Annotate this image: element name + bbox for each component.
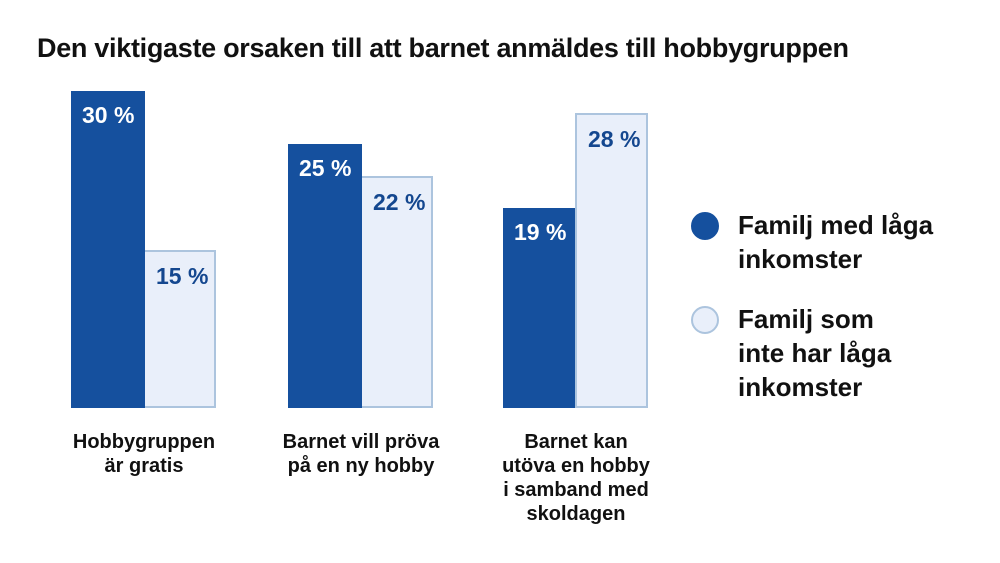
legend-circle-icon bbox=[691, 212, 719, 240]
bar-value-label: 22 % bbox=[373, 189, 426, 215]
legend-item-1: Familj med låga inkomster bbox=[691, 208, 933, 276]
bar-series1-group1: 30 % bbox=[71, 91, 145, 408]
legend-circle-icon bbox=[691, 306, 719, 334]
category-label-group2: Barnet vill pröva på en ny hobby bbox=[282, 431, 440, 477]
bar-series2-group1: 15 % bbox=[143, 250, 216, 408]
bar-value-label: 15 % bbox=[156, 263, 209, 289]
category-label-group1: Hobbygruppen är gratis bbox=[72, 431, 216, 477]
bar-value-label: 19 % bbox=[514, 219, 567, 245]
legend: Familj med låga inkomster Familj som inte… bbox=[691, 208, 933, 404]
legend-label: Familj som inte har låga inkomster bbox=[738, 304, 892, 402]
bar-series2-group2: 22 % bbox=[360, 176, 433, 408]
bar-value-label: 30 % bbox=[82, 102, 135, 128]
bar-value-label: 25 % bbox=[299, 155, 352, 181]
legend-item-2: Familj som inte har låga inkomster bbox=[691, 302, 933, 404]
chart-title: Den viktigaste orsaken till att barnet a… bbox=[37, 33, 849, 63]
bar-value-label: 28 % bbox=[588, 126, 641, 152]
legend-label: Familj med låga inkomster bbox=[738, 210, 934, 274]
category-label-group3: Barnet kan utöva en hobby i samband med … bbox=[502, 431, 650, 525]
bar-series1-group3: 19 % bbox=[503, 208, 577, 408]
bar-series1-group2: 25 % bbox=[288, 144, 362, 408]
bar-series2-group3: 28 % bbox=[575, 113, 648, 408]
